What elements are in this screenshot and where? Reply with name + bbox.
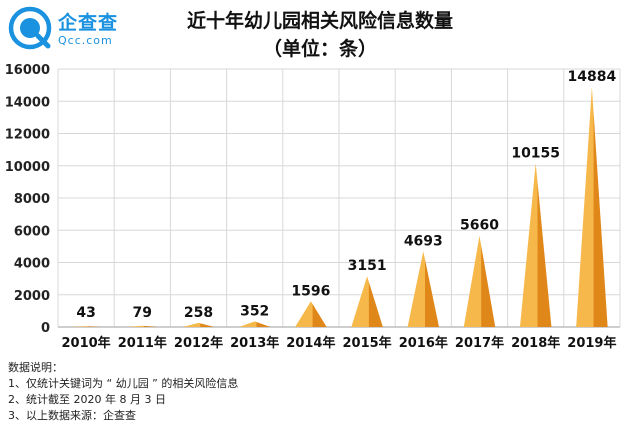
x-tick-label: 2019年	[567, 335, 616, 351]
data-label: 5660	[460, 218, 499, 234]
data-label: 3151	[348, 258, 387, 274]
x-tick-label: 2013年	[230, 335, 279, 351]
bars	[70, 86, 608, 327]
data-label: 352	[240, 303, 269, 319]
qcc-logo-icon	[8, 6, 52, 50]
y-tick-label: 16000	[5, 63, 50, 78]
y-tick-label: 14000	[5, 95, 50, 110]
x-tick-label: 2012年	[174, 335, 223, 351]
x-tick-label: 2010年	[62, 335, 111, 351]
logo-name: 企查查	[58, 12, 119, 34]
bar	[519, 163, 552, 327]
y-tick-label: 12000	[5, 128, 50, 143]
data-label: 4693	[404, 233, 443, 249]
x-tick-label: 2015年	[343, 335, 392, 351]
x-tick-label: 2011年	[118, 335, 167, 351]
x-tick-label: 2014年	[286, 335, 335, 351]
data-label: 258	[184, 305, 213, 321]
data-label: 43	[76, 305, 95, 321]
qcc-logo: 企查查 Qcc.com	[8, 6, 128, 52]
bar	[576, 86, 608, 327]
data-label: 14884	[568, 69, 617, 85]
bar	[126, 325, 159, 327]
data-label: 79	[133, 305, 152, 321]
notes-line: 2、统计截至 2020 年 8 月 3 日	[8, 393, 166, 406]
bar-chart: 0 2000 4000 6000 8000 10000 12000 14000 16000 43 2…	[5, 63, 621, 351]
data-label: 1596	[291, 283, 330, 299]
data-notes: 数据说明： 1、仅统计关键词为 “ 幼儿园 ” 的相关风险信息 2、统计截至 2…	[8, 360, 238, 424]
y-tick-label: 8000	[14, 192, 50, 207]
notes-line: 3、以上数据来源：企查查	[8, 409, 136, 422]
notes-line: 1、仅统计关键词为 “ 幼儿园 ” 的相关风险信息	[8, 377, 239, 390]
y-tick-label: 0	[41, 321, 50, 336]
chart-title: 近十年幼儿园相关风险信息数量	[186, 10, 453, 32]
labels: 0 2000 4000 6000 8000 10000 12000 14000 16000 43 2…	[5, 63, 617, 351]
x-tick-label: 2017年	[455, 335, 504, 351]
bar	[238, 321, 271, 327]
chart-subtitle: （单位：条）	[262, 38, 377, 60]
logo-domain: Qcc.com	[58, 34, 113, 47]
y-tick-label: 6000	[14, 224, 50, 239]
y-tick-label: 10000	[5, 160, 50, 175]
x-tick-label: 2018年	[511, 335, 560, 351]
bar	[295, 301, 327, 327]
notes-heading: 数据说明：	[8, 361, 63, 374]
bar	[351, 276, 383, 327]
bar	[182, 322, 215, 327]
x-tick-label: 2016年	[399, 335, 448, 351]
y-tick-label: 4000	[14, 257, 50, 272]
y-tick-label: 2000	[14, 289, 50, 304]
bar	[70, 326, 102, 327]
bar	[463, 235, 496, 327]
bar	[407, 251, 440, 327]
data-label: 10155	[511, 145, 560, 161]
